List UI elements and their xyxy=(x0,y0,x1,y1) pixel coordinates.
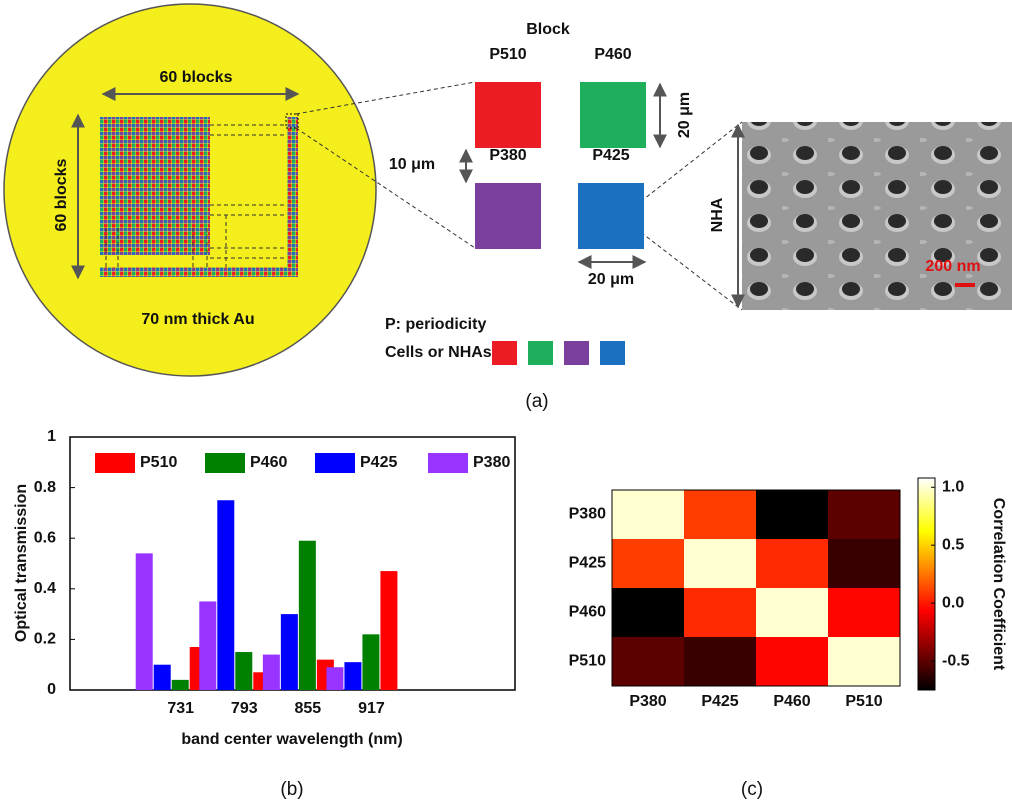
row-label: P380 xyxy=(569,506,606,523)
y-tick-label: 0.2 xyxy=(34,631,56,648)
row-label: P425 xyxy=(569,555,606,572)
label: 60 blocks xyxy=(53,158,70,231)
block-array xyxy=(100,117,210,255)
heatmap-cell xyxy=(756,539,828,588)
label: Cells or NHAs: xyxy=(385,344,497,361)
heatmap-cell xyxy=(828,637,900,686)
legend-swatch xyxy=(564,341,589,365)
bar xyxy=(199,601,217,690)
label: P: periodicity xyxy=(385,316,486,333)
label: NHA xyxy=(709,197,726,232)
bar xyxy=(217,500,235,690)
row-label: P510 xyxy=(569,653,606,670)
cell xyxy=(475,82,541,148)
caption: (a) xyxy=(525,391,548,412)
x-tick-label: 793 xyxy=(231,700,258,717)
colorbar-tick-label: 1.0 xyxy=(942,478,964,495)
cell-label: P510 xyxy=(489,46,526,63)
bar xyxy=(344,662,362,690)
legend-swatch xyxy=(528,341,553,365)
heatmap-cell xyxy=(684,539,756,588)
row-label: P460 xyxy=(569,604,606,621)
bar xyxy=(362,634,380,690)
label: 20 μm xyxy=(676,92,693,138)
legend-swatch xyxy=(95,453,135,473)
y-axis-label: Optical transmission xyxy=(13,484,30,642)
label: 60 blocks xyxy=(160,69,233,86)
heatmap-cell xyxy=(684,588,756,637)
x-tick-label: 917 xyxy=(358,700,385,717)
heatmap-cell xyxy=(756,637,828,686)
heatmap-cell xyxy=(684,490,756,539)
label: Block xyxy=(526,21,570,38)
x-tick-label: 731 xyxy=(167,700,194,717)
bar xyxy=(262,654,280,690)
colorbar xyxy=(917,477,936,691)
heatmap-cell xyxy=(612,588,684,637)
scale-bar xyxy=(955,283,975,287)
heatmap-cell xyxy=(756,490,828,539)
column-label: P510 xyxy=(845,693,882,710)
panel-a: 60 blocks 60 blocks 70 nm thick Au Block… xyxy=(3,3,1012,412)
y-tick-label: 0.6 xyxy=(34,529,56,546)
colorbar-label: Correlation Coefficient xyxy=(990,498,1007,671)
cell-label: P425 xyxy=(592,147,629,164)
label: 10 μm xyxy=(389,156,435,173)
heatmap-cell xyxy=(684,637,756,686)
cell xyxy=(580,82,646,148)
heatmap-cell xyxy=(612,637,684,686)
y-tick-label: 0.4 xyxy=(34,580,56,597)
x-axis-label: band center wavelength (nm) xyxy=(181,731,402,748)
bar xyxy=(235,652,253,690)
y-tick-label: 1 xyxy=(47,428,56,445)
colorbar-tick-label: -0.5 xyxy=(942,652,970,669)
heatmap-cell xyxy=(828,588,900,637)
cell-label: P380 xyxy=(489,147,526,164)
bar xyxy=(280,614,298,690)
y-tick-label: 0 xyxy=(47,681,56,698)
sem-image xyxy=(742,122,1012,310)
bar xyxy=(153,664,171,690)
caption: (c) xyxy=(741,779,763,800)
colorbar-tick-label: 0.5 xyxy=(942,536,964,553)
legend-label: P460 xyxy=(250,454,287,471)
heatmap-cell xyxy=(612,490,684,539)
colorbar-tick-label: 0.0 xyxy=(942,594,964,611)
cell xyxy=(475,183,541,249)
legend-swatch xyxy=(492,341,517,365)
y-tick-label: 0.8 xyxy=(34,479,56,496)
bar xyxy=(135,553,153,690)
x-tick-label: 855 xyxy=(295,700,322,717)
heatmap-cell xyxy=(828,539,900,588)
label: 70 nm thick Au xyxy=(141,311,254,328)
legend-swatch xyxy=(428,453,468,473)
legend-label: P380 xyxy=(473,454,510,471)
block-column xyxy=(287,117,298,277)
label: 20 μm xyxy=(588,271,634,288)
block-row xyxy=(100,267,298,277)
legend-swatch xyxy=(600,341,625,365)
column-label: P425 xyxy=(701,693,738,710)
heatmap-cell xyxy=(756,588,828,637)
caption: (b) xyxy=(280,779,303,800)
heatmap-cell xyxy=(828,490,900,539)
bar xyxy=(298,540,316,690)
cell xyxy=(578,183,644,249)
legend-swatch xyxy=(315,453,355,473)
bar xyxy=(326,667,344,690)
column-label: P460 xyxy=(773,693,810,710)
legend-label: P425 xyxy=(360,454,397,471)
column-label: P380 xyxy=(629,693,666,710)
bar xyxy=(380,571,398,690)
cell-label: P460 xyxy=(594,46,631,63)
heatmap-frame xyxy=(611,489,901,687)
legend-label: P510 xyxy=(140,454,177,471)
heatmap-cell xyxy=(612,539,684,588)
bar xyxy=(171,679,189,690)
legend-swatch xyxy=(205,453,245,473)
scale-label: 200 nm xyxy=(925,258,980,275)
